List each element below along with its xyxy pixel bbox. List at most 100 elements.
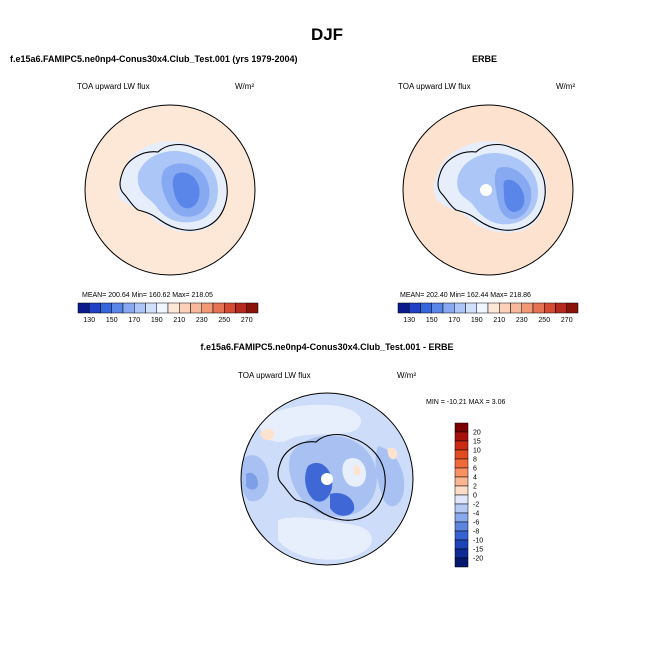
panel2-colorbar-tick-label: 230 bbox=[516, 317, 528, 324]
panel3-colorbar-tick-label: 2 bbox=[473, 484, 477, 491]
panel1-colorbar-swatch bbox=[190, 302, 202, 314]
panel2-colorbar-tick-label: 190 bbox=[471, 317, 483, 324]
panel1-colorbar-tick-label: 250 bbox=[218, 317, 230, 324]
panel2-colorbar-swatch bbox=[409, 302, 421, 314]
panel1-title: f.e15a6.FAMIPC5.ne0np4-Conus30x4.Club_Te… bbox=[10, 54, 298, 64]
panel3-colorbar-tick-label: -20 bbox=[473, 556, 483, 563]
panel1-colorbar: 130 150 170 190 210 230 250 270 bbox=[77, 302, 259, 324]
panel2-colorbar-swatch bbox=[442, 302, 455, 314]
panel2-ice-core bbox=[503, 179, 525, 212]
panel3-ice-dark-west bbox=[305, 462, 333, 502]
panel2-colorbar-swatch bbox=[510, 302, 522, 314]
panel3-colorbar-tick-label: -2 bbox=[473, 502, 479, 509]
panel1-colorbar-swatch bbox=[89, 302, 101, 314]
panel2-colorbar-swatch bbox=[431, 302, 444, 314]
panel3-colorbar-swatch bbox=[454, 530, 469, 541]
panel3-colorbar-tick-label: 4 bbox=[473, 475, 477, 482]
panel3-colorbar-swatch bbox=[454, 521, 469, 532]
panel3-colorbar-swatch bbox=[454, 485, 469, 496]
panel1-colorbar-swatch bbox=[77, 302, 90, 314]
panel3-medium-patch-east bbox=[375, 446, 405, 507]
panel1-colorbar-swatch bbox=[134, 302, 146, 314]
panel2-colorbar: 130 150 170 190 210 230 250 270 bbox=[397, 302, 579, 324]
panel1-colorbar-swatch bbox=[224, 302, 236, 314]
panel3-colorbar-swatch bbox=[454, 512, 469, 523]
panel1-ice-core bbox=[172, 172, 200, 209]
panel1-coastline bbox=[119, 143, 228, 231]
panel3-warm-patch-nw bbox=[260, 428, 275, 441]
panel3-pole-hole bbox=[321, 473, 333, 485]
panel1-colorbar-swatch bbox=[179, 302, 191, 314]
panel2-colorbar-swatch bbox=[521, 302, 534, 314]
panel1-colorbar-tick-label: 170 bbox=[128, 317, 140, 324]
panel2-colorbar-swatch bbox=[397, 302, 410, 314]
panel2-colorbar-swatch bbox=[420, 302, 432, 314]
page-title: DJF bbox=[310, 25, 344, 44]
panel2-colorbar-swatch bbox=[476, 302, 489, 314]
panel3-warm-patch-east bbox=[387, 447, 398, 460]
panel3-light-patch-south bbox=[278, 517, 372, 560]
panel3-colorbar-swatch bbox=[454, 494, 469, 505]
panel1-colorbar-swatch bbox=[167, 302, 180, 314]
panel2-colorbar-tick-label: 250 bbox=[538, 317, 550, 324]
panel3-colorbar-tick-label: 10 bbox=[473, 448, 481, 455]
panel1-colorbar-swatch bbox=[111, 302, 124, 314]
panel3-colorbar-tick-label: -8 bbox=[473, 529, 479, 536]
panel3-colorbar-swatch bbox=[454, 476, 469, 487]
panel3-colorbar-tick-label: 8 bbox=[473, 457, 477, 464]
panel1-colorbar-swatch bbox=[212, 302, 225, 314]
panel2-units-label: W/m² bbox=[556, 82, 576, 91]
panel1-colorbar-swatch bbox=[100, 302, 112, 314]
panel3-colorbar-tick-label: 0 bbox=[473, 493, 477, 500]
panel1-colorbar-swatch bbox=[235, 302, 247, 314]
panel3-colorbar-swatch bbox=[454, 431, 469, 442]
panel2-colorbar-swatch bbox=[566, 302, 579, 314]
panel1-colorbar-swatch bbox=[145, 302, 157, 314]
panel3-colorbar-tick-label: 20 bbox=[473, 430, 481, 437]
panel1-colorbar-tick-label: 150 bbox=[106, 317, 118, 324]
panel3-colorbar-tick-label: -6 bbox=[473, 520, 479, 527]
panel2-title: ERBE bbox=[472, 54, 498, 64]
panel2-variable-label: TOA upward LW flux bbox=[398, 82, 471, 91]
panel1-colorbar-swatch bbox=[246, 302, 259, 314]
panel2-colorbar-swatch bbox=[487, 302, 500, 314]
panel2-colorbar-tick-label: 270 bbox=[561, 317, 573, 324]
panel2-colorbar-swatch bbox=[454, 302, 466, 314]
panel2-colorbar-tick-label: 150 bbox=[426, 317, 438, 324]
panel1-colorbar-tick-label: 270 bbox=[241, 317, 253, 324]
panel3-title: f.e15a6.FAMIPC5.ne0np4-Conus30x4.Club_Te… bbox=[200, 342, 454, 352]
panel2-colorbar-tick-label: 170 bbox=[448, 317, 460, 324]
panel3-colorbar-tick-label: -10 bbox=[473, 538, 483, 545]
panel3-colorbar-swatch bbox=[454, 539, 469, 550]
panel2-colorbar-tick-label: 210 bbox=[493, 317, 505, 324]
panel1-units-label: W/m² bbox=[235, 82, 255, 91]
panel3-stats: MIN = -10.21 MAX = 3.06 bbox=[426, 399, 506, 406]
panel1-colorbar-tick-label: 190 bbox=[151, 317, 163, 324]
panel1-colorbar-swatch bbox=[201, 302, 214, 314]
panel3-coastline bbox=[277, 433, 386, 521]
panel1-variable-label: TOA upward LW flux bbox=[77, 82, 150, 91]
panel2-stats: MEAN= 202.40 Min= 162.44 Max= 218.86 bbox=[400, 292, 531, 299]
panel1-colorbar-tick-label: 130 bbox=[83, 317, 95, 324]
panel1-colorbar-tick-label: 230 bbox=[196, 317, 208, 324]
panel2-colorbar-swatch bbox=[555, 302, 567, 314]
panel2-colorbar-tick-label: 130 bbox=[403, 317, 415, 324]
panel2-colorbar-swatch bbox=[465, 302, 477, 314]
panel3-variable-label: TOA upward LW flux bbox=[238, 371, 311, 380]
panel3-units-label: W/m² bbox=[397, 371, 417, 380]
panel2-coastline bbox=[437, 143, 546, 231]
panel1-colorbar-swatch bbox=[122, 302, 135, 314]
panel3-colorbar-swatch bbox=[454, 548, 469, 559]
panel3-colorbar-swatch bbox=[454, 557, 469, 568]
panel3-colorbar-swatch bbox=[454, 440, 469, 451]
panel3-colorbar-tick-label: -4 bbox=[473, 511, 479, 518]
panel3-colorbar-tick-label: 15 bbox=[473, 439, 481, 446]
panel3-colorbar-swatch bbox=[454, 467, 469, 478]
panel2-colorbar-swatch bbox=[544, 302, 556, 314]
panel3-colorbar-swatch bbox=[454, 503, 469, 514]
panel2-pole-hole bbox=[480, 184, 492, 196]
panel3-polar-map bbox=[240, 392, 414, 566]
panel2-colorbar-swatch bbox=[532, 302, 545, 314]
panel3-ice-warm-patch bbox=[353, 465, 361, 476]
